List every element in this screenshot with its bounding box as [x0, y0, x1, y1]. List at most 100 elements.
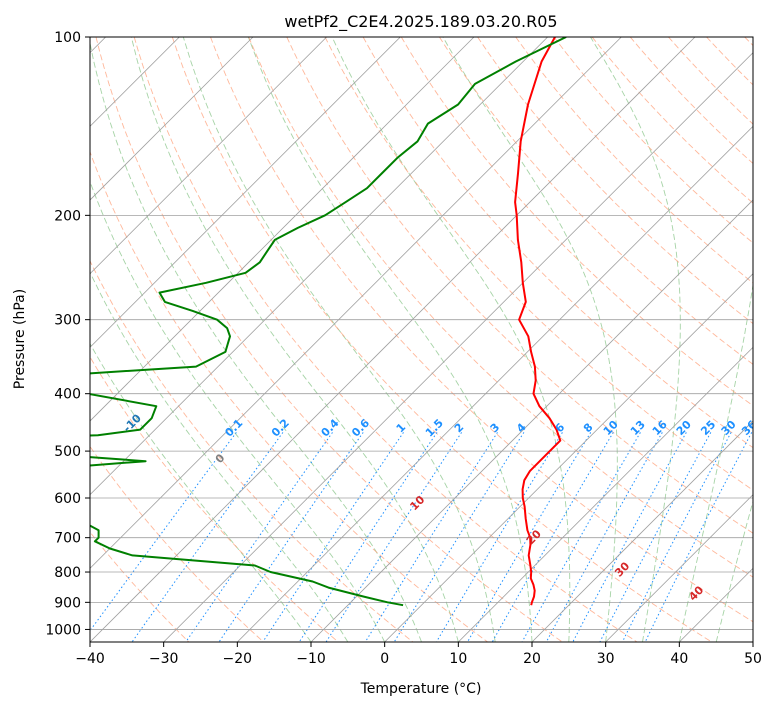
moist-adiabat-line — [90, 271, 349, 642]
isotherm-line — [90, 37, 327, 275]
dry-adiabat-line — [744, 37, 753, 47]
dry-adiabat-line — [248, 37, 753, 578]
isotherm-line — [90, 37, 696, 642]
x-tick-label: 20 — [523, 651, 541, 667]
profile-series — [90, 37, 567, 607]
x-tick-label: 40 — [670, 651, 688, 667]
dry-adiabats — [90, 37, 753, 642]
chart-title: wetPf2_C2E4.2025.189.03.20.R05 — [284, 12, 557, 32]
x-tick-label: 0 — [380, 651, 389, 667]
isotherm-line — [90, 37, 401, 348]
dry-adiabat-line — [515, 37, 753, 284]
mixing-ratio-line — [491, 432, 614, 642]
dry-adiabat-line — [90, 259, 414, 642]
dry-adiabat-line — [95, 37, 563, 642]
dry-adiabat-line — [362, 37, 753, 449]
dry-adiabat-line — [553, 37, 753, 244]
pressure-gridlines — [90, 37, 753, 630]
x-tick-label: −10 — [296, 651, 326, 667]
dry-adiabat-line — [210, 37, 753, 623]
mixing-ratio-line — [131, 432, 284, 642]
y-axis-label: Pressure (hPa) — [12, 289, 28, 389]
dry-adiabat-line — [400, 37, 753, 407]
mixing-ratio-lines — [90, 432, 753, 642]
isotherm-line — [163, 52, 753, 642]
isotherm-line — [752, 641, 753, 642]
isotherm-line — [90, 37, 475, 422]
x-tick-label: 50 — [744, 651, 762, 667]
temperature-profile-line — [514, 37, 562, 606]
mixing-ratio-label: 10 — [601, 418, 621, 438]
y-axis-ticks: 100 200 300 400 500 600 700 800 900 1000 — [45, 30, 90, 638]
moist-adiabat-line — [90, 342, 312, 642]
dry-adiabat-line — [133, 37, 638, 642]
y-tick-label: 400 — [54, 387, 81, 403]
isotherm-line — [679, 567, 753, 642]
mixing-ratio-line — [621, 432, 732, 642]
mixing-ratio-label: 0.6 — [349, 416, 372, 439]
dry-adiabat-line — [668, 37, 753, 125]
mixing-ratio-line — [364, 432, 498, 642]
mixing-ratio-label: 0.1 — [222, 416, 245, 439]
moist-adiabat-line — [442, 37, 618, 642]
mixing-ratio-line — [467, 432, 592, 642]
y-tick-label: 1000 — [45, 622, 81, 638]
moist-adiabat-label: 40 — [686, 583, 706, 603]
dry-adiabat-line — [90, 445, 264, 642]
mixing-ratio-label: 0.2 — [269, 416, 292, 439]
mixing-ratio-line — [298, 432, 438, 642]
mixing-ratio-line — [262, 432, 404, 642]
mixing-ratio-line — [644, 432, 753, 642]
y-tick-label: 300 — [54, 313, 81, 329]
dry-adiabat-line — [171, 37, 712, 642]
x-axis-ticks: −40 −30 −20 −10 0 10 20 30 40 50 — [75, 642, 762, 667]
dry-adiabat-line — [439, 37, 753, 365]
mixing-ratio-line — [545, 432, 663, 642]
mixing-ratio-label: 36 — [739, 418, 759, 438]
y-tick-label: 600 — [54, 491, 81, 507]
moist-adiabat-line — [715, 499, 753, 642]
isotherm-line — [384, 273, 753, 642]
plot-area: -100-90-80-70-60-50-40-30-20-1000.10.20.… — [90, 37, 759, 642]
mixing-ratio-line — [599, 432, 712, 642]
x-tick-label: 10 — [449, 651, 467, 667]
y-tick-label: 900 — [54, 595, 81, 611]
moist-adiabat-line — [590, 37, 681, 642]
y-tick-label: 800 — [54, 565, 81, 581]
mixing-ratio-label: 1 — [394, 421, 409, 436]
mixing-ratio-label: 3 — [488, 421, 503, 436]
y-tick-label: 200 — [54, 208, 81, 224]
moist-adiabat-line — [130, 37, 459, 642]
plot-frame — [89, 36, 754, 643]
mixing-ratio-label: 1.5 — [423, 416, 446, 439]
moist-adiabat-line — [331, 37, 571, 642]
x-tick-label: −20 — [223, 651, 253, 667]
dewpoint-profile-line — [90, 37, 567, 607]
isotherm-line — [531, 420, 753, 642]
isotherm-line — [90, 37, 254, 201]
dry-adiabat-line — [90, 356, 339, 642]
isotherm-line — [605, 494, 753, 642]
mixing-ratio-line — [185, 432, 333, 642]
dry-adiabat-line — [477, 37, 753, 325]
mixing-ratio-label: 30 — [719, 418, 739, 438]
mixing-ratio-label: 20 — [674, 418, 694, 438]
mixing-ratio-label: 4 — [514, 420, 529, 435]
mixing-ratio-line — [521, 432, 641, 642]
dry-adiabat-line — [90, 531, 190, 642]
dry-adiabat-line — [629, 37, 753, 165]
line-labels: -100-90-80-70-60-50-40-30-20-1000.10.20.… — [121, 411, 759, 603]
mixing-ratio-line — [218, 432, 364, 642]
isotherm-line — [90, 37, 548, 496]
isotherm-line — [458, 346, 753, 642]
dry-adiabat-line — [706, 37, 753, 86]
moist-adiabat-line — [678, 282, 753, 642]
mixing-ratio-line — [325, 432, 463, 642]
dry-adiabat-line — [90, 150, 488, 642]
mixing-ratio-line — [393, 432, 525, 642]
mixing-ratio-label: 2 — [452, 421, 467, 436]
x-tick-label: −40 — [75, 651, 105, 667]
mixing-ratio-line — [435, 432, 563, 642]
x-axis-label: Temperature (°C) — [360, 681, 482, 697]
